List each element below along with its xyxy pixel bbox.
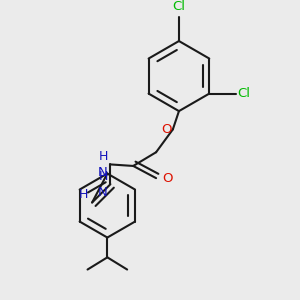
Text: H: H	[79, 188, 88, 201]
Text: H: H	[99, 150, 108, 163]
Text: H: H	[99, 170, 108, 183]
Text: N: N	[98, 166, 108, 179]
Text: Cl: Cl	[172, 0, 185, 13]
Text: O: O	[161, 123, 171, 136]
Text: N: N	[98, 186, 108, 199]
Text: Cl: Cl	[237, 87, 250, 100]
Text: O: O	[162, 172, 173, 184]
